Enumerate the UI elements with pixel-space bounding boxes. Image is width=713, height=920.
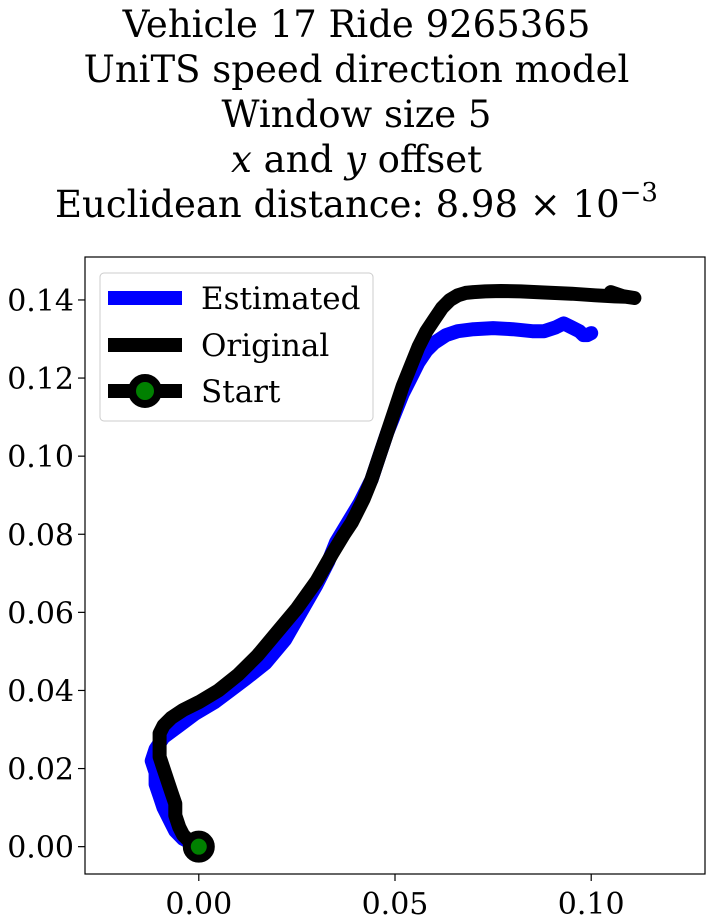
legend-start-marker bbox=[128, 374, 162, 408]
title-x-symbol: x bbox=[231, 138, 252, 181]
x-tick-label: 0.00 bbox=[165, 887, 232, 920]
title-times: × 10 bbox=[518, 183, 620, 226]
title-and: and bbox=[251, 138, 345, 181]
title-line-1: Vehicle 17 Ride 9265365 bbox=[122, 3, 591, 46]
y-tick-label: 0.12 bbox=[7, 362, 74, 397]
title-exponent: −3 bbox=[619, 178, 658, 208]
title-offset: offset bbox=[365, 138, 482, 181]
title-y-symbol: y bbox=[345, 138, 366, 181]
title-line-2: UniTS speed direction model bbox=[83, 48, 630, 91]
y-tick-label: 0.04 bbox=[7, 674, 74, 709]
y-tick-label: 0.10 bbox=[7, 440, 74, 475]
legend-estimated-label: Estimated bbox=[201, 281, 360, 317]
x-tick-label: 0.05 bbox=[362, 887, 429, 920]
legend-original-label: Original bbox=[201, 328, 329, 364]
y-tick-label: 0.14 bbox=[7, 284, 74, 319]
start-marker bbox=[182, 830, 215, 863]
y-tick-label: 0.08 bbox=[7, 518, 74, 553]
title-line-4: x and y offset bbox=[0, 137, 713, 182]
legend-start-label: Start bbox=[201, 374, 281, 410]
y-tick-label: 0.06 bbox=[7, 596, 74, 631]
y-tick-label: 0.02 bbox=[7, 753, 74, 788]
x-tick-label: 0.10 bbox=[558, 887, 625, 920]
legend: Estimated Original Start bbox=[99, 272, 374, 422]
title-distance: Euclidean distance: 8.98 bbox=[55, 183, 518, 226]
series-line-original bbox=[152, 284, 642, 854]
axis-layer: 0.00 0.05 0.10 0.00 0.02 0.04 0.06 0.08 0.10 0.12… bbox=[7, 284, 624, 920]
title-line-3: Window size 5 bbox=[221, 93, 492, 136]
y-tick-label: 0.00 bbox=[7, 831, 74, 866]
series-layer bbox=[144, 284, 642, 863]
chart-title: Vehicle 17 Ride 9265365 UniTS speed dire… bbox=[0, 2, 713, 227]
title-line-5: Euclidean distance: 8.98 × 10−3 bbox=[0, 180, 713, 227]
